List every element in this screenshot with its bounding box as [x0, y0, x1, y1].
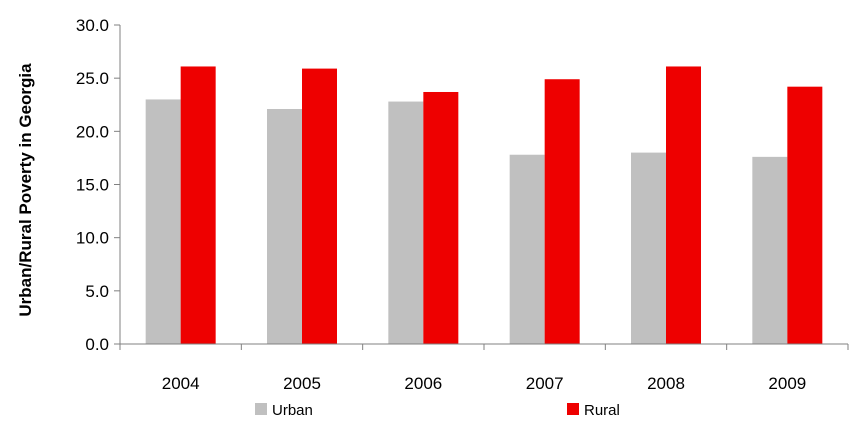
y-tick-label: 15.0 — [76, 176, 109, 195]
y-tick-label: 10.0 — [76, 229, 109, 248]
x-tick-label: 2009 — [768, 374, 806, 393]
bar-rural-2007 — [544, 79, 580, 344]
x-tick-label: 2005 — [283, 374, 321, 393]
x-tick-label: 2008 — [647, 374, 685, 393]
y-tick-label: 20.0 — [76, 122, 109, 141]
legend-label-rural: Rural — [584, 402, 620, 419]
bar-rural-2009 — [787, 86, 823, 344]
y-tick-label: 5.0 — [85, 282, 109, 301]
legend-swatch-rural — [567, 403, 579, 415]
bar-urban-2008 — [631, 152, 666, 344]
bar-rural-2004 — [180, 66, 216, 344]
bar-rural-2005 — [302, 68, 337, 344]
y-tick-label: 30.0 — [76, 16, 109, 35]
bar-urban-2007 — [509, 154, 545, 344]
x-tick-label: 2004 — [162, 374, 200, 393]
y-tick-label: 0.0 — [85, 335, 109, 354]
plot-area — [145, 66, 823, 345]
bar-urban-2009 — [752, 156, 788, 344]
bar-urban-2006 — [388, 101, 424, 344]
y-axis-title: Urban/Rural Poverty in Georgia — [16, 63, 35, 317]
legend: Urban Rural — [255, 402, 620, 419]
legend-label-urban: Urban — [272, 402, 313, 419]
y-axis: 0.0 5.0 10.0 15.0 20.0 25.0 30.0 — [76, 16, 120, 354]
bar-urban-2004 — [145, 99, 181, 344]
x-axis: 2004 2005 2006 2007 2008 2009 — [119, 344, 849, 393]
bar-rural-2006 — [423, 91, 459, 345]
x-tick-label: 2007 — [526, 374, 564, 393]
bar-rural-2008 — [666, 66, 701, 344]
y-tick-label: 25.0 — [76, 69, 109, 88]
x-tick-label: 2006 — [404, 374, 442, 393]
legend-swatch-urban — [255, 403, 267, 415]
bar-urban-2005 — [267, 109, 302, 345]
